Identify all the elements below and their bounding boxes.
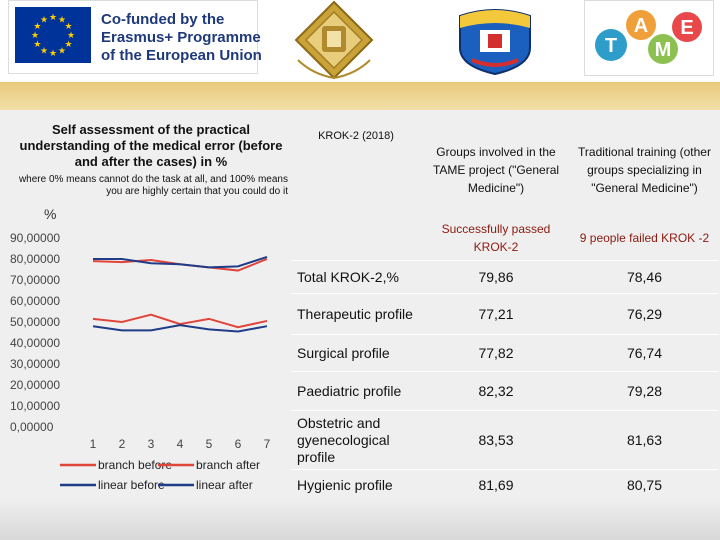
- x-tick-label: 3: [148, 437, 155, 451]
- traditional-value: 80,75: [571, 469, 718, 500]
- tame-letter: E: [680, 17, 693, 39]
- eu-logo-line-3: of the European Union: [101, 47, 262, 64]
- krok-results-table: KROK-2 (2018) Groups involved in the TAM…: [291, 124, 718, 500]
- eu-star-icon: ★: [49, 48, 57, 58]
- y-tick-label: 20,00000: [10, 378, 60, 392]
- y-axis-label: %: [44, 206, 56, 222]
- tame-letter-circle: [672, 12, 702, 42]
- row-label: Hygienic profile: [291, 469, 421, 500]
- x-tick-label: 7: [264, 437, 271, 451]
- tame-letter: A: [634, 15, 648, 37]
- eu-star-icon: ★: [33, 39, 41, 49]
- table-row: Obstetric and gyenecological profile 83,5…: [291, 410, 718, 470]
- legend-label: branch before: [98, 458, 172, 472]
- tame-value: 83,53: [421, 410, 571, 470]
- series-line-linear-before: [93, 255, 268, 269]
- self-assessment-line-chart: %90,0000080,0000070,0000060,0000050,0000…: [10, 206, 271, 492]
- eu-erasmus-logo: ★ ★ ★ ★ ★ ★ ★ ★ ★ ★ ★ ★ Co-funded by the Erasmus+ P…: [8, 0, 262, 74]
- eu-logo-line-2: Erasmus+ Programme: [101, 29, 261, 46]
- traditional-value: 78,46: [571, 260, 718, 294]
- y-tick-label: 90,00000: [10, 231, 60, 245]
- table-subheader-row: Successfully passed KROK-2 9 people fail…: [291, 216, 718, 261]
- eu-star-icon: ★: [33, 21, 41, 31]
- tame-passed-subheader: Successfully passed KROK-2: [441, 222, 551, 254]
- subheader-empty-cell: [291, 216, 421, 261]
- traditional-value: 79,28: [571, 371, 718, 411]
- x-tick-label: 5: [206, 437, 213, 451]
- trad-failed-subheader: 9 people failed KROK -2: [579, 231, 710, 245]
- y-tick-label: 60,00000: [10, 294, 60, 308]
- eu-star-icon: ★: [67, 30, 75, 40]
- eu-star-icon: ★: [65, 21, 73, 31]
- tame-groups-header: Groups involved in the TAME project ("Ge…: [432, 145, 560, 195]
- row-label: Total KROK-2,%: [291, 260, 421, 294]
- table-row: Hygienic profile 81,69 80,75: [291, 469, 718, 500]
- tame-value: 77,82: [421, 334, 571, 372]
- y-tick-label: 30,00000: [10, 357, 60, 371]
- traditional-value: 76,29: [571, 293, 718, 335]
- tame-logo: TAME: [584, 0, 714, 76]
- legend-label: linear before: [98, 478, 165, 492]
- academy-emblem-icon: [459, 9, 531, 76]
- traditional-value: 81,63: [571, 410, 718, 470]
- table-row: Therapeutic profile 77,21 76,29: [291, 293, 718, 335]
- table-row: Total KROK-2,% 79,86 78,46: [291, 260, 718, 294]
- tame-value: 77,21: [421, 293, 571, 335]
- eu-star-icon: ★: [58, 46, 66, 56]
- tame-letter-circle: [595, 29, 627, 61]
- series-line-linear-after: [92, 324, 268, 333]
- table-header-row: KROK-2 (2018) Groups involved in the TAM…: [291, 124, 718, 216]
- university-crest-icon: [294, 0, 374, 80]
- row-label: Paediatric profile: [291, 371, 421, 411]
- eu-star-icon: ★: [58, 14, 66, 24]
- row-label: Obstetric and gyenecological profile: [291, 410, 421, 470]
- y-tick-label: 70,00000: [10, 273, 60, 287]
- tame-letter: T: [605, 35, 617, 57]
- chart-heading: Self assessment of the practical underst…: [19, 122, 283, 169]
- eu-star-icon: ★: [49, 12, 57, 22]
- tame-letter-circle: [626, 10, 656, 40]
- traditional-training-header: Traditional training (other groups speci…: [578, 145, 711, 195]
- y-tick-label: 40,00000: [10, 336, 60, 350]
- x-tick-label: 6: [235, 437, 242, 451]
- tame-value: 81,69: [421, 469, 571, 500]
- eu-star-icon: ★: [40, 14, 48, 24]
- y-tick-label: 80,00000: [10, 252, 60, 266]
- row-label: Therapeutic profile: [291, 293, 421, 335]
- bottom-shade: [0, 500, 720, 540]
- y-tick-label: 10,00000: [10, 399, 60, 413]
- tame-letter-circle: [648, 34, 678, 64]
- tame-value: 79,86: [421, 260, 571, 294]
- traditional-value: 76,74: [571, 334, 718, 372]
- eu-logo-line-1: Co-funded by the: [101, 11, 225, 28]
- legend-label: branch after: [196, 458, 260, 472]
- krok-header-cell: KROK-2 (2018): [318, 130, 394, 142]
- series-line-branch-after: [92, 313, 268, 329]
- y-tick-label: 0,00000: [10, 420, 54, 434]
- table-row: Surgical profile 77,82 76,74: [291, 334, 718, 372]
- x-tick-label: 2: [119, 437, 126, 451]
- y-tick-label: 50,00000: [10, 315, 60, 329]
- eu-star-icon: ★: [40, 46, 48, 56]
- table-row: Paediatric profile 82,32 79,28: [291, 371, 718, 411]
- tame-letter: M: [655, 39, 672, 61]
- legend-label: linear after: [196, 478, 253, 492]
- row-label: Surgical profile: [291, 334, 421, 372]
- scale-note: where 0% means cannot do the task at all…: [18, 174, 288, 197]
- x-tick-label: 1: [90, 437, 97, 451]
- gold-divider: [0, 82, 720, 110]
- x-tick-label: 4: [177, 437, 184, 451]
- eu-flag-icon: ★ ★★★★★★★★★★★: [15, 7, 91, 63]
- eu-star-icon: ★: [65, 39, 73, 49]
- eu-logo-text: Co-funded by the Erasmus+ Programme of t…: [101, 11, 262, 65]
- tame-value: 82,32: [421, 371, 571, 411]
- eu-star-icon: ★: [31, 30, 39, 40]
